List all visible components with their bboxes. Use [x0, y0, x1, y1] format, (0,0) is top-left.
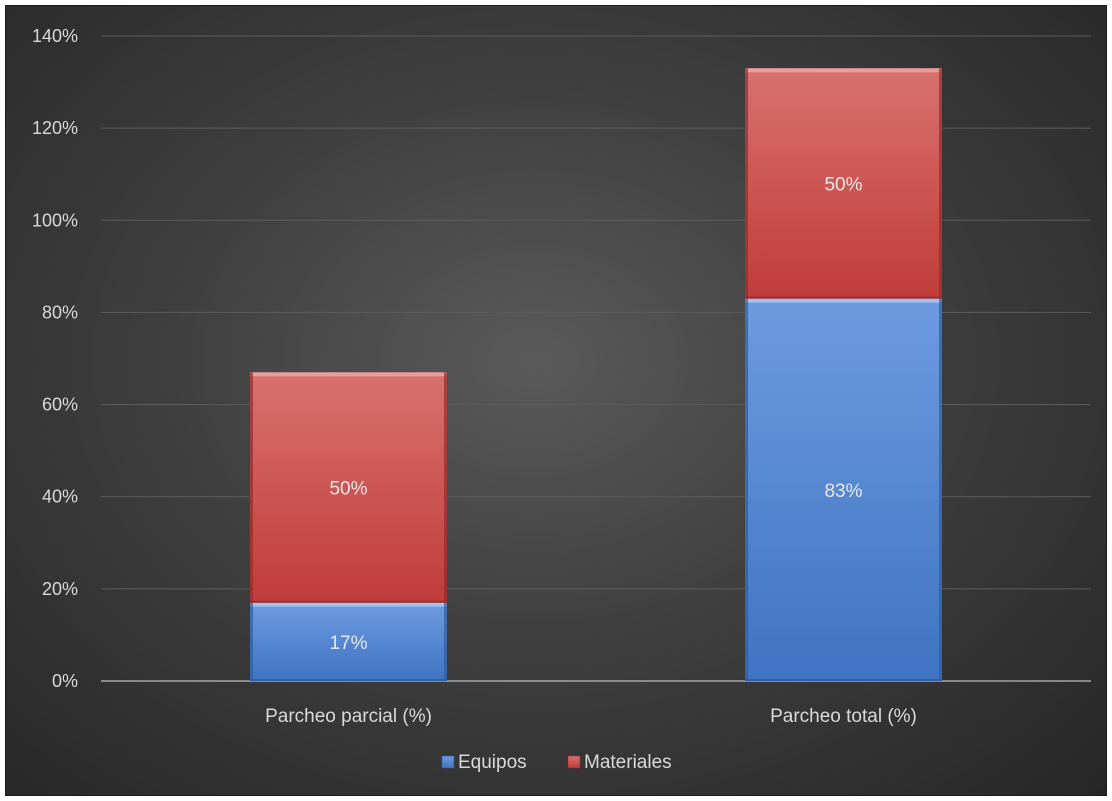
x-category-label: Parcheo total (%) — [770, 706, 917, 727]
legend-label: Equipos — [458, 752, 527, 773]
bar-segment — [250, 372, 447, 603]
bar-equipos-1: 17% — [250, 602, 447, 681]
bar-bevel-top — [250, 372, 447, 377]
bar-bevel-right — [939, 68, 942, 299]
bar-bevel-right — [939, 298, 942, 681]
x-axis-labels: Parcheo parcial (%) Parcheo total (%) — [265, 706, 917, 727]
y-tick-label: 80% — [42, 302, 78, 322]
bar-segment — [250, 602, 447, 681]
data-label: 50% — [329, 479, 367, 500]
legend-swatch — [441, 755, 455, 769]
chart-area: 0% 20% 40% 60% 80% 100% 120% 140% 17% 50% 83% 50% … — [5, 5, 1107, 796]
y-tick-label: 140% — [32, 26, 78, 46]
bar-materiales-1: 50% — [250, 372, 447, 603]
bar-bevel-top — [250, 602, 447, 607]
legend-label: Materiales — [584, 752, 672, 773]
legend-item-equipos: Equipos — [441, 752, 527, 773]
y-tick-label: 40% — [42, 487, 78, 507]
bar-segment — [745, 298, 942, 681]
bar-bevel-left — [250, 602, 253, 681]
bar-bevel-top — [745, 298, 942, 303]
bar-bevel-left — [745, 298, 748, 681]
data-label: 50% — [824, 174, 862, 195]
data-label: 83% — [824, 481, 862, 502]
bar-bevel-bottom — [745, 679, 942, 681]
bar-bevel-top — [745, 68, 942, 73]
y-tick-label: 120% — [32, 118, 78, 138]
x-category-label: Parcheo parcial (%) — [265, 706, 432, 727]
bar-bevel-right — [444, 602, 447, 681]
bar-bevel-left — [250, 372, 253, 603]
gridlines — [101, 35, 1091, 682]
bar-bevel-bottom — [745, 296, 942, 299]
bar-bevel-bottom — [250, 600, 447, 603]
y-axis-ticks: 0% 20% 40% 60% 80% 100% 120% 140% — [32, 26, 78, 691]
legend-item-materiales: Materiales — [567, 752, 672, 773]
y-tick-label: 60% — [42, 395, 78, 415]
bar-bevel-bottom — [250, 679, 447, 681]
bar-bevel-left — [745, 68, 748, 299]
bar-equipos-2: 83% — [745, 298, 942, 681]
bars: 17% 50% 83% 50% — [250, 68, 942, 681]
y-tick-label: 20% — [42, 579, 78, 599]
bar-segment — [745, 68, 942, 299]
y-tick-label: 0% — [52, 671, 78, 691]
bar-bevel-right — [444, 372, 447, 603]
bar-materiales-2: 50% — [745, 68, 942, 299]
legend: Equipos Materiales — [441, 752, 672, 773]
legend-swatch — [567, 755, 581, 769]
stacked-bar-chart: 0%20%40%60%80%100%120%140% 17%50% 83%50% … — [32, 26, 1091, 773]
data-label: 17% — [329, 633, 367, 654]
y-tick-label: 100% — [32, 210, 78, 230]
